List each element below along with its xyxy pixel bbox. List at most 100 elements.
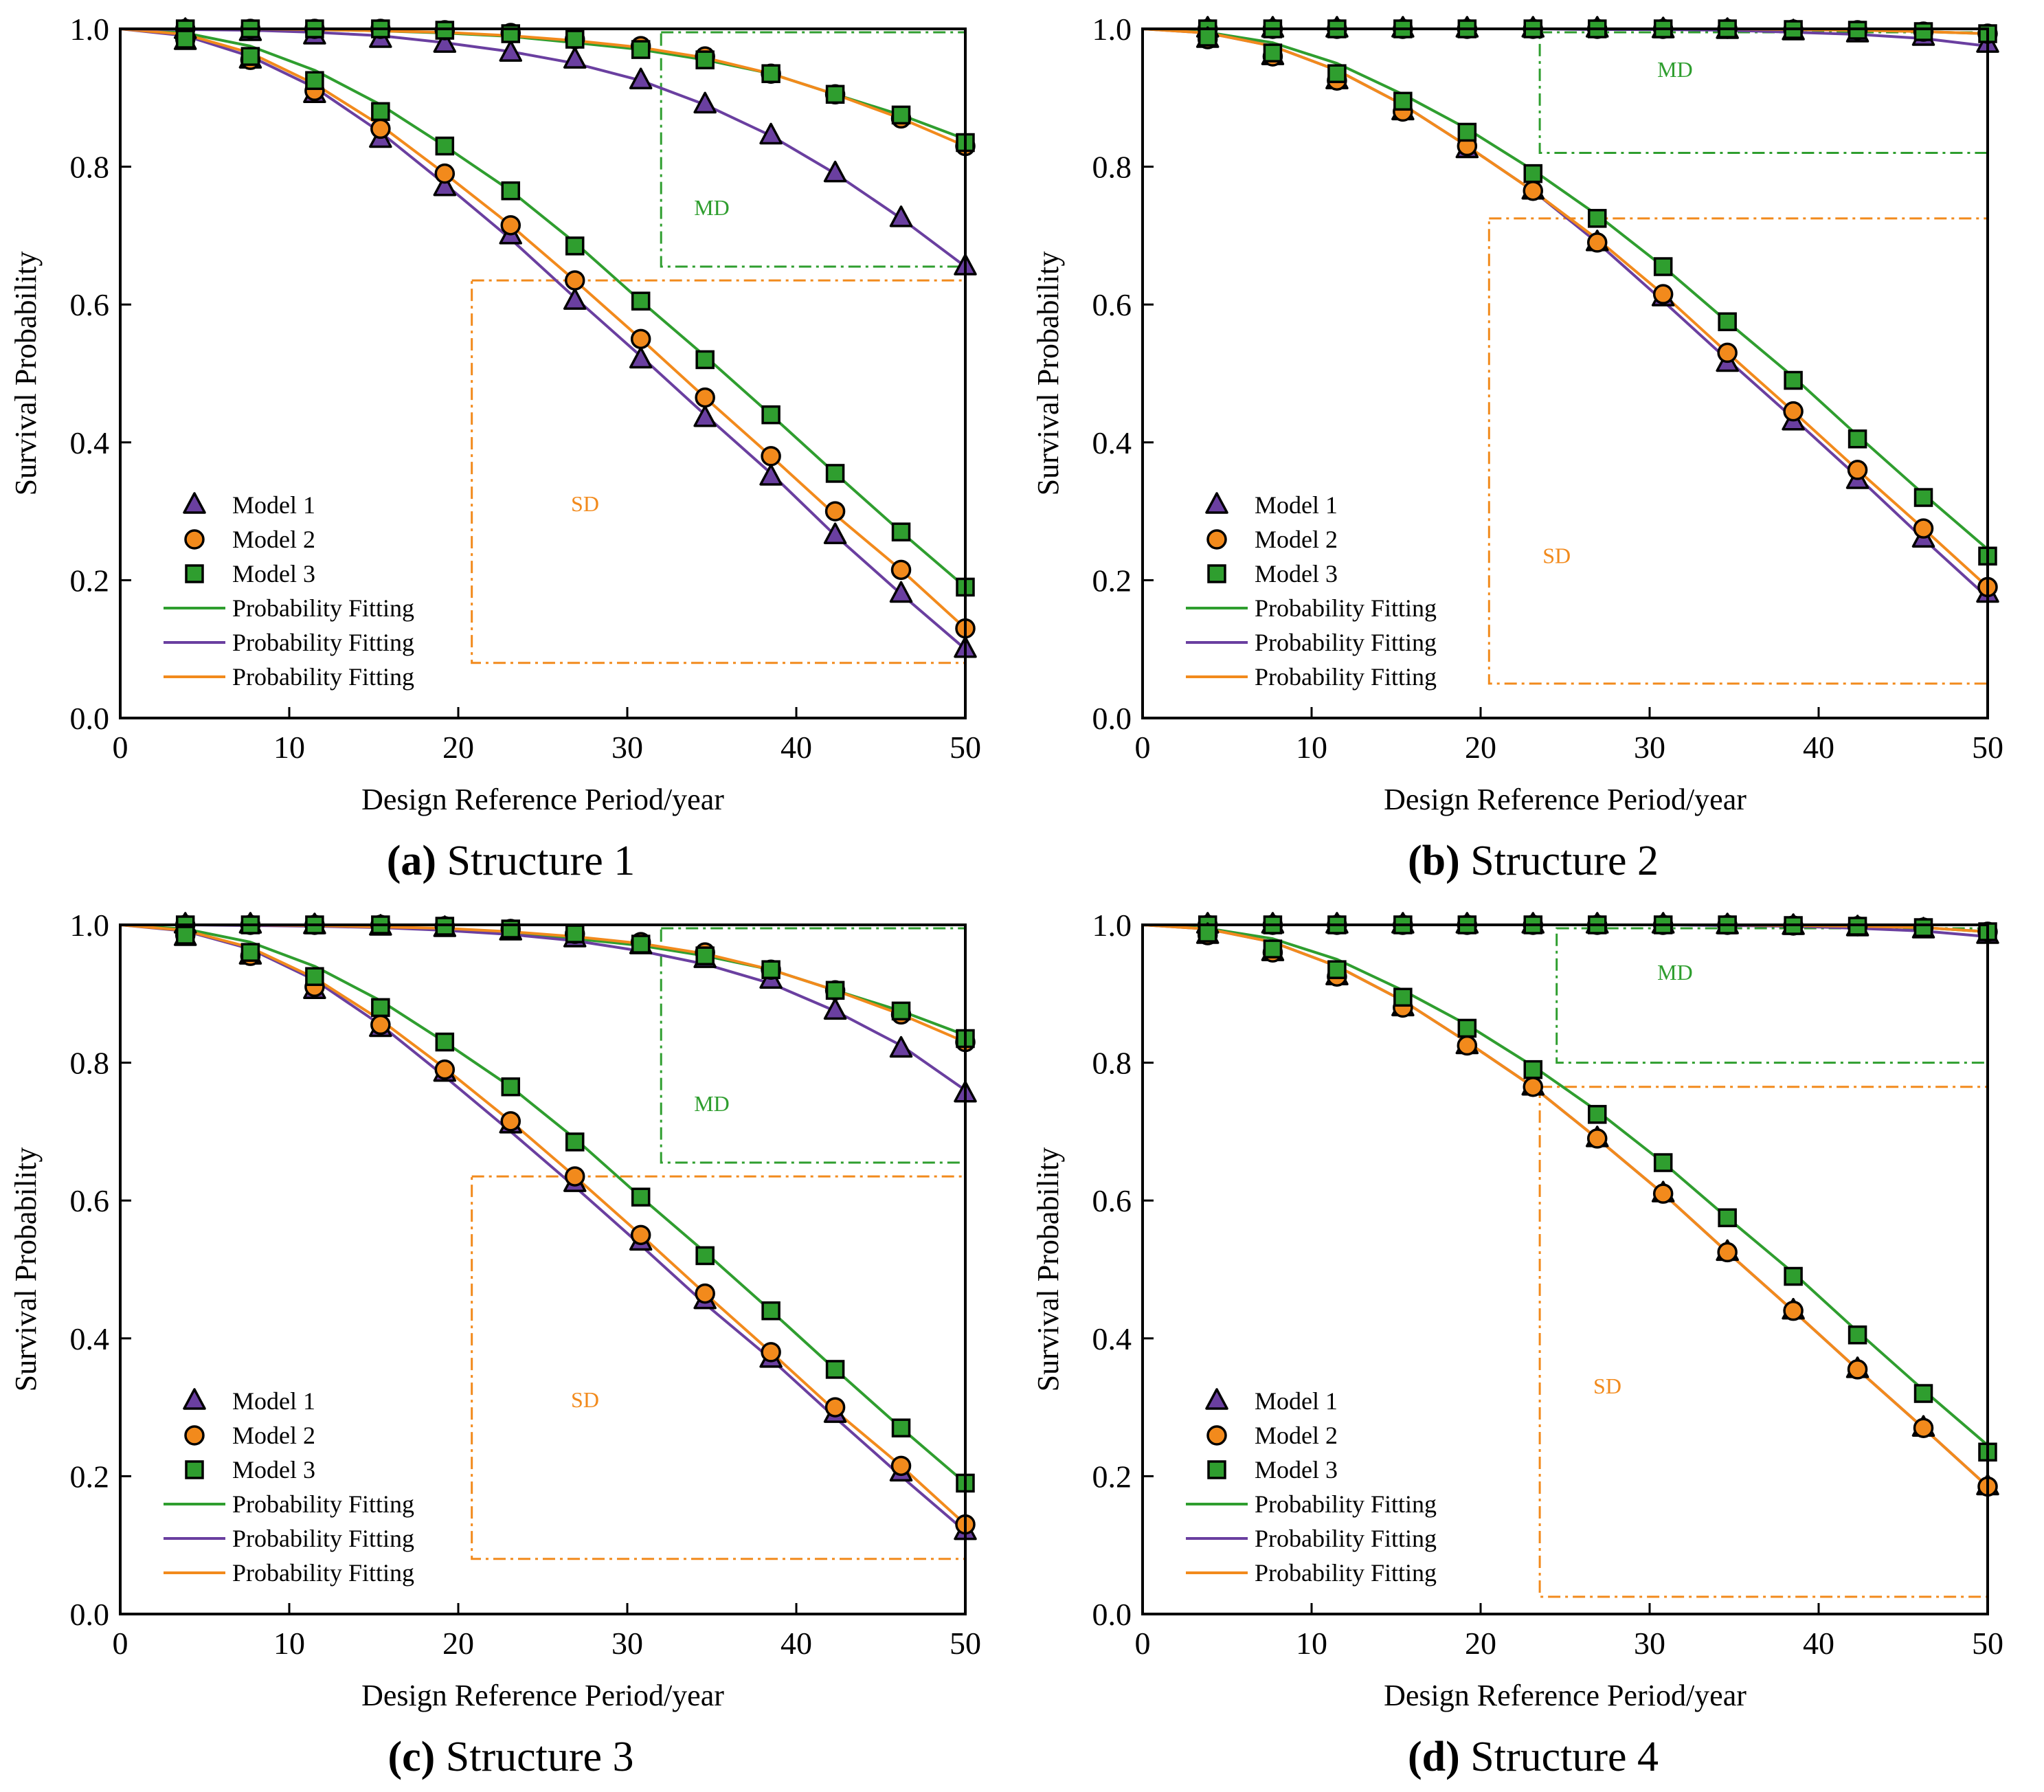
data-point <box>1393 91 1413 111</box>
panel-a: MD SD 0 10 20 30 40 50 0.0 0.2 0.4 0.6 0.8 1.0 Design … <box>0 0 1022 896</box>
data-point <box>1913 918 1933 937</box>
x-tick-label: 0 <box>1135 730 1151 765</box>
data-point <box>175 926 195 945</box>
y-tick-label: 0.6 <box>1092 287 1132 322</box>
y-tick-label: 0.4 <box>1092 1321 1132 1356</box>
data-point <box>693 91 717 114</box>
legend-label: Probability Fitting <box>232 1490 414 1518</box>
y-tick-label: 0.4 <box>70 1321 110 1356</box>
x-axis-label: Design Reference Period/year <box>361 783 724 816</box>
data-point <box>175 30 195 49</box>
panel-letter: (b) <box>1407 838 1460 884</box>
data-point <box>1847 460 1868 480</box>
panel-title: Structure 2 <box>1470 838 1659 884</box>
data-point <box>1652 1183 1674 1204</box>
data-point <box>500 215 521 236</box>
data-point <box>1523 180 1544 201</box>
x-tick-label: 40 <box>780 730 812 765</box>
data-point <box>823 522 847 544</box>
data-point <box>630 1224 651 1246</box>
fit-line-orange <box>120 923 967 1526</box>
data-point <box>1913 518 1934 539</box>
data-point <box>825 85 845 104</box>
legend: Model 1 Model 2 Model 3 Probability Fitting… <box>164 1387 414 1587</box>
x-axis-label: Design Reference Period/year <box>1384 1679 1747 1712</box>
data-point <box>565 924 585 943</box>
data-point <box>761 960 780 979</box>
panel-letter: (c) <box>388 1734 436 1780</box>
data-point <box>1198 27 1217 47</box>
legend-label: Probability Fitting <box>232 1559 414 1587</box>
data-point <box>695 350 715 370</box>
legend-label: Model 3 <box>232 560 315 587</box>
data-point <box>695 387 715 408</box>
series-model-3-md <box>175 915 975 1049</box>
data-point <box>1913 1418 1934 1438</box>
data-point <box>1587 1105 1607 1124</box>
data-point <box>565 1132 585 1152</box>
data-point <box>371 998 390 1018</box>
x-tick-label: 30 <box>1634 1626 1665 1661</box>
data-point <box>1848 429 1867 449</box>
y-tick-label: 0.4 <box>1092 425 1132 460</box>
data-point <box>631 1187 651 1207</box>
legend-label: Probability Fitting <box>232 663 414 691</box>
data-point <box>1783 1300 1804 1321</box>
legend-marker <box>1205 492 1228 514</box>
x-tick-label: 50 <box>1972 730 2003 765</box>
fit-line-orange <box>1142 27 1989 588</box>
series-model-3-md <box>175 19 975 153</box>
y-tick-label: 1.0 <box>1092 12 1132 47</box>
data-point <box>564 1166 585 1187</box>
data-point <box>759 464 783 486</box>
legend-label: Probability Fitting <box>1255 629 1437 656</box>
data-point <box>434 163 456 184</box>
data-point <box>501 1077 521 1097</box>
x-tick-label: 10 <box>273 730 305 765</box>
legend-label: Probability Fitting <box>1255 1525 1437 1552</box>
y-tick-label: 0.8 <box>1092 1046 1132 1081</box>
y-axis-label: Survival Probability <box>9 1147 43 1392</box>
legend: Model 1 Model 2 Model 3 Probability Fitting… <box>1186 491 1437 691</box>
data-point <box>1913 488 1933 507</box>
panel-caption: (d) Structure 4 <box>1022 1733 2044 1782</box>
plot-frame <box>119 923 967 1615</box>
data-point <box>1327 960 1347 979</box>
x-tick-label: 20 <box>1465 1626 1496 1661</box>
legend-label: Model 2 <box>1255 526 1338 553</box>
x-tick-label: 0 <box>1135 1626 1151 1661</box>
data-point <box>630 328 651 350</box>
data-point <box>631 934 651 954</box>
data-point <box>433 174 457 197</box>
region-label-md: MD <box>1657 57 1693 82</box>
region-box-md <box>1538 31 1989 155</box>
fit-line-purple <box>120 27 967 268</box>
data-point <box>500 1111 521 1132</box>
data-point <box>240 943 260 962</box>
plot-frame <box>1141 923 1989 1615</box>
y-tick-label: 0.0 <box>70 1597 110 1632</box>
data-point <box>435 1032 455 1052</box>
legend-label: Probability Fitting <box>232 1525 414 1552</box>
chart-c: MD SD 0 10 20 30 40 50 0.0 0.2 0.4 0.6 0.8 1.0 Design … <box>9 908 981 1712</box>
y-tick-label: 1.0 <box>70 908 110 943</box>
legend-label: Probability Fitting <box>1255 594 1437 622</box>
data-point <box>1847 1359 1868 1380</box>
data-point <box>631 40 651 59</box>
data-point <box>629 346 653 369</box>
y-axis-label: Survival Probability <box>1031 251 1065 496</box>
data-point <box>565 236 585 256</box>
region-label-md: MD <box>694 195 730 220</box>
data-point <box>1587 209 1607 228</box>
region-label-md: MD <box>694 1091 730 1116</box>
legend-marker <box>183 1388 206 1410</box>
data-point <box>565 30 585 49</box>
fit-line-green <box>1142 27 1989 550</box>
fit-line-purple <box>120 27 967 651</box>
data-point <box>761 1342 781 1363</box>
data-point <box>890 559 912 581</box>
data-point <box>1717 1242 1738 1263</box>
data-point <box>825 1360 845 1379</box>
data-point <box>1784 370 1803 390</box>
legend-label: Probability Fitting <box>232 594 414 622</box>
